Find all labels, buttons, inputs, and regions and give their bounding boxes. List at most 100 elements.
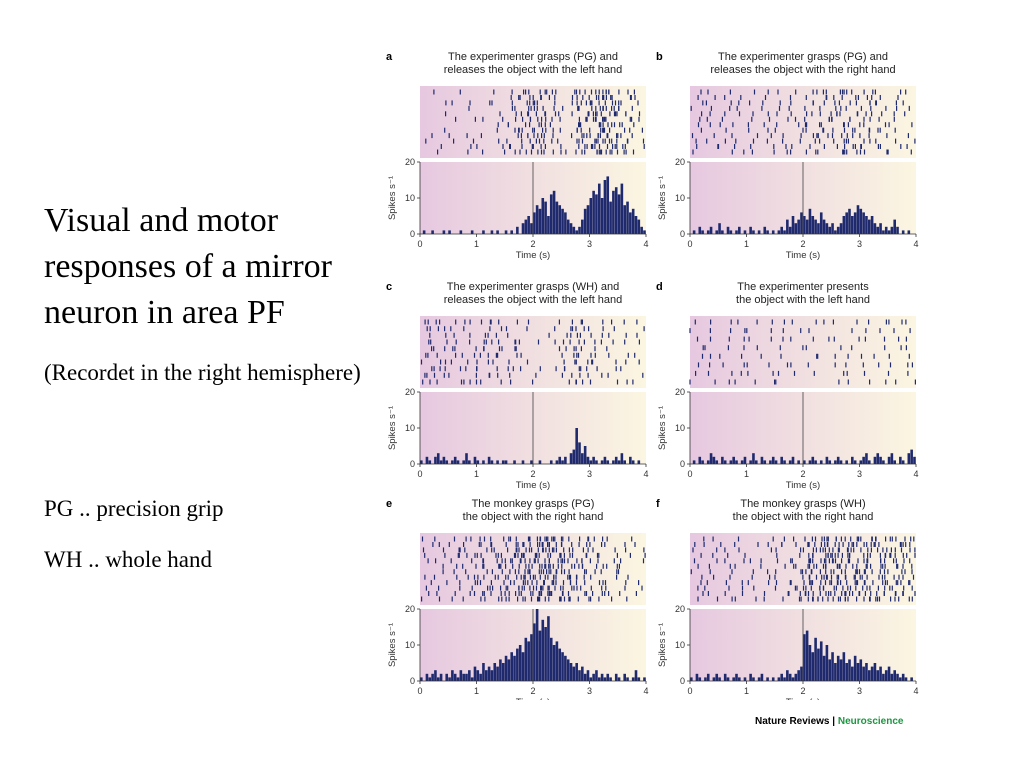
y-tick-label: 0	[680, 676, 685, 686]
histogram-bar	[760, 456, 764, 464]
y-axis-label: Spikes s⁻¹	[657, 623, 668, 667]
x-axis-label: Time (s)	[516, 697, 550, 700]
histogram-bar	[569, 223, 573, 234]
histogram-bar	[808, 208, 812, 234]
histogram-bar	[718, 223, 721, 234]
panel-title-line: releases the object with the left hand	[444, 294, 623, 306]
histogram-bar	[445, 673, 449, 681]
histogram-bar	[445, 460, 449, 464]
panel-label: f	[656, 498, 660, 510]
histogram-bar	[422, 230, 426, 234]
y-tick-label: 20	[675, 387, 685, 397]
histogram-bar	[896, 673, 899, 681]
histogram-bar	[712, 677, 716, 681]
histogram-bar	[690, 677, 693, 681]
histogram-bar	[876, 453, 880, 464]
histogram-bar	[701, 230, 704, 234]
histogram-bar	[575, 230, 578, 234]
histogram-bar	[470, 677, 474, 681]
histogram-bar	[504, 230, 508, 234]
histogram-bar	[706, 230, 710, 234]
histogram-bar	[476, 460, 480, 464]
histogram-bar	[606, 460, 610, 464]
histogram-bar	[735, 230, 738, 234]
histogram-bar	[879, 666, 882, 681]
histogram-bar	[513, 655, 516, 681]
histogram-bar	[698, 226, 702, 234]
histogram-bar	[572, 449, 576, 464]
histogram-bar	[882, 460, 885, 464]
histogram-bar	[465, 673, 468, 681]
histogram-bar	[436, 453, 440, 464]
histogram-bar	[468, 460, 471, 464]
histogram-bar	[817, 223, 820, 234]
histogram-bar	[595, 194, 598, 234]
slide-title: Visual and motor responses of a mirror n…	[44, 202, 332, 331]
histogram-bar	[547, 616, 550, 681]
y-tick-label: 20	[405, 157, 415, 167]
abbreviation-pg: PG .. precision grip	[44, 496, 224, 521]
histogram-bar	[771, 677, 775, 681]
histogram-bar	[876, 226, 880, 234]
histogram-bar	[896, 226, 899, 234]
histogram-bar	[704, 677, 707, 681]
x-tick-label: 1	[474, 239, 479, 249]
histogram-bar	[783, 230, 786, 234]
histogram-bar	[890, 673, 894, 681]
histogram-bar	[462, 460, 465, 464]
histogram-bar	[738, 677, 741, 681]
histogram-bar	[547, 216, 550, 234]
histogram-bar	[623, 673, 626, 681]
histogram-bar	[901, 673, 905, 681]
chart-panel-e: e The monkey grasps (PG)the object with t…	[386, 498, 649, 700]
histogram-bar	[643, 230, 646, 234]
histogram-bar	[788, 673, 792, 681]
histogram-bar	[848, 208, 851, 234]
histogram-bar	[735, 460, 738, 464]
histogram-bar	[901, 460, 905, 464]
x-axis-label: Time (s)	[786, 480, 820, 491]
x-tick-label: 2	[530, 686, 535, 696]
histogram-bar	[617, 194, 621, 234]
histogram-bar	[561, 652, 564, 681]
histogram-bar	[527, 216, 530, 234]
histogram-bar	[600, 198, 604, 234]
histogram-bar	[637, 219, 641, 234]
histogram-bar	[763, 226, 767, 234]
histogram-bar	[752, 230, 755, 234]
histogram-bar	[583, 673, 587, 681]
credit-journal: Nature Reviews	[755, 716, 830, 727]
histogram-bar	[853, 460, 857, 464]
histogram-bar	[859, 659, 863, 681]
histogram-bar	[436, 677, 440, 681]
histogram-bar	[510, 230, 513, 234]
x-tick-label: 2	[800, 686, 805, 696]
x-tick-label: 1	[744, 469, 749, 479]
histogram-bar	[634, 216, 638, 234]
histogram-bar	[530, 460, 533, 464]
histogram-bar	[518, 645, 522, 681]
histogram-bar	[561, 208, 564, 234]
histogram-bar	[476, 670, 480, 681]
histogram-bar	[698, 677, 702, 681]
histogram-bar	[620, 453, 624, 464]
histogram-bar	[836, 456, 840, 464]
y-tick-label: 10	[405, 640, 415, 650]
histogram-bar	[428, 677, 432, 681]
histogram-bar	[797, 670, 800, 681]
histogram-bar	[555, 460, 559, 464]
histogram-bar	[836, 226, 840, 234]
histogram-bar	[910, 677, 913, 681]
histogram-bar	[600, 673, 604, 681]
histogram-bar	[867, 460, 871, 464]
histogram-bar	[851, 666, 854, 681]
histogram-bar	[431, 673, 434, 681]
histogram-bar	[814, 219, 817, 234]
histogram-bar	[603, 456, 607, 464]
histogram-bar	[800, 666, 803, 681]
y-tick-label: 10	[675, 193, 685, 203]
histogram-bar	[715, 673, 719, 681]
histogram-bar	[828, 226, 832, 234]
histogram-bar	[451, 460, 454, 464]
histogram-bar	[834, 663, 837, 681]
